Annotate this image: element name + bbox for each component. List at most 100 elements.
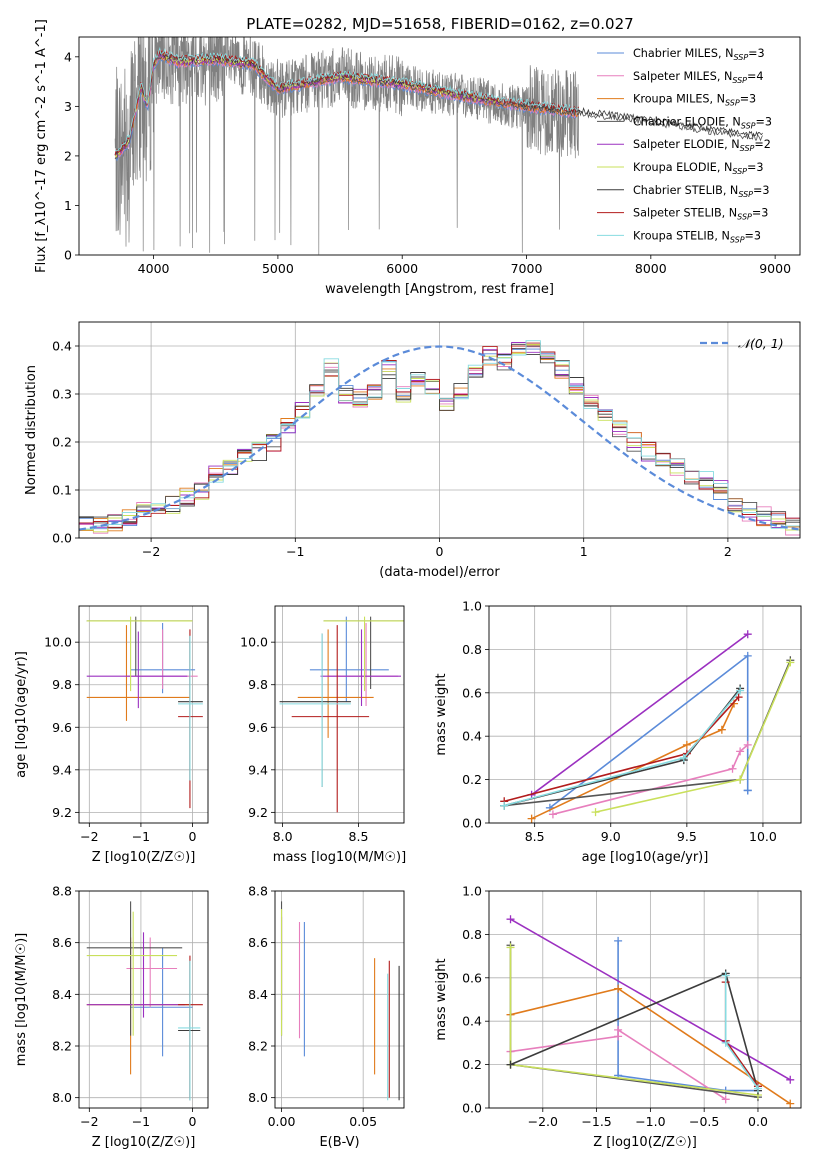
x-tick-label: 6000 <box>386 261 418 276</box>
age-vs-mass-panel: 8.0 8.5 9.2 9.4 9.6 9.8 10.0 mass [log10(M/M☉)] <box>240 605 406 865</box>
y-tick-label: 9.6 <box>248 720 268 735</box>
y-tick-label: 0.4 <box>52 339 72 354</box>
y-tick-label: 10.0 <box>240 635 268 650</box>
x-tick-label: −2.0 <box>528 1114 558 1129</box>
y-tick-label: 1 <box>64 198 72 213</box>
plot-area <box>79 340 800 538</box>
mass-weight-line-salpeter-elodie <box>531 633 749 796</box>
legend-label: Kroupa MILES, NSSP=3 <box>633 93 756 108</box>
y-tick-label: 8.2 <box>52 1039 72 1054</box>
mass-weight-marker <box>736 747 745 756</box>
mass-weight-vs-age-panel: 8.5 9.0 9.5 10.0 0.0 0.2 0.4 0.6 0.8 1.0 age [log1… <box>434 599 802 865</box>
x-tick-label: 5000 <box>262 261 294 276</box>
axes-frame <box>488 890 802 1109</box>
x-tick-label: −2 <box>142 544 160 559</box>
x-tick-label: 0 <box>189 829 197 844</box>
y-tick-label: 0.3 <box>52 387 72 402</box>
mass-weight-line-salpeter-elodie <box>510 918 791 1081</box>
axes-frame <box>78 890 209 1109</box>
mass-weight-marker <box>506 915 515 924</box>
x-tick-label: 8000 <box>635 261 667 276</box>
y-tick-label: 1.0 <box>462 884 482 899</box>
y-tick-label: 0.0 <box>52 531 72 546</box>
mass-weight-line-kroupa-elodie <box>595 662 792 813</box>
plot-area <box>506 915 795 1108</box>
mass-weight-marker <box>753 1084 762 1093</box>
mass-weight-marker <box>721 1038 730 1047</box>
mass-weight-line-chabrier-miles <box>617 940 758 1092</box>
mass-weight-marker <box>614 984 623 993</box>
y-tick-label: 0.0 <box>462 1101 482 1116</box>
x-tick-label: 0.0 <box>748 1114 768 1129</box>
mass-weight-marker <box>506 1060 515 1069</box>
y-axis-label: mass weight <box>434 958 449 1040</box>
mass-weight-marker <box>679 753 688 762</box>
x-tick-label: 0.05 <box>349 1114 377 1129</box>
y-tick-label: 0 <box>64 248 72 263</box>
y-tick-label: 8.4 <box>52 987 72 1002</box>
mass-weight-marker <box>786 658 795 667</box>
y-tick-label: 0.2 <box>462 772 482 787</box>
mass-weight-marker <box>682 740 691 749</box>
x-tick-label: −1.0 <box>635 1114 665 1129</box>
x-tick-label: −1 <box>132 1114 150 1129</box>
y-tick-label: 0.2 <box>462 1057 482 1072</box>
legend-label: Kroupa ELODIE, NSSP=3 <box>633 161 764 176</box>
legend-label: Chabrier MILES, NSSP=3 <box>633 47 765 62</box>
mass-weight-line-kroupa-miles <box>531 703 735 820</box>
x-tick-label: 2 <box>724 544 732 559</box>
legend-label: Chabrier ELODIE, NSSP=3 <box>633 115 772 130</box>
y-tick-label: 8.8 <box>52 884 72 899</box>
y-tick-label: 0.0 <box>462 816 482 831</box>
legend-label: Salpeter MILES, NSSP=4 <box>633 70 764 85</box>
mass-weight-marker <box>743 651 752 660</box>
axes-frame <box>274 605 405 824</box>
y-tick-label: 9.6 <box>52 720 72 735</box>
y-tick-label: 0.4 <box>462 729 482 744</box>
plot-area <box>279 616 404 813</box>
mass-weight-marker <box>527 814 536 823</box>
y-tick-label: 9.8 <box>52 677 72 692</box>
y-tick-label: 0.6 <box>462 970 482 985</box>
x-tick-label: 9000 <box>759 261 791 276</box>
y-tick-label: 10.0 <box>44 635 72 650</box>
axes-frame <box>274 890 405 1109</box>
spectrum-panel: 4000 5000 6000 7000 8000 9000 0 1 2 3 4 wavelength … <box>34 19 801 297</box>
y-tick-label: 8.8 <box>248 884 268 899</box>
x-tick-label: 8.0 <box>273 829 293 844</box>
spectrum-legend: Chabrier MILES, NSSP=3 Salpeter MILES, NS… <box>597 47 772 244</box>
legend-label: 𝒩(0, 1) <box>738 336 784 351</box>
x-tick-label: 8.5 <box>525 829 545 844</box>
y-tick-label: 9.2 <box>248 805 268 820</box>
y-tick-label: 0.6 <box>462 685 482 700</box>
mass-weight-marker <box>717 725 726 734</box>
y-tick-label: 3 <box>64 99 72 114</box>
axes-frame <box>78 36 801 256</box>
mass-weight-marker <box>721 971 730 980</box>
axes-frame <box>488 605 802 824</box>
legend-label: Salpeter STELIB, NSSP=3 <box>633 207 768 222</box>
y-tick-label: 0.4 <box>462 1014 482 1029</box>
y-axis-label: age [log10(age/yr)] <box>14 651 29 778</box>
x-tick-label: −1.5 <box>581 1114 611 1129</box>
normal-distribution-curve <box>79 345 800 531</box>
y-axis-label: mass [log10(M/M☉)] <box>14 933 29 1066</box>
plot-area <box>500 630 795 823</box>
x-tick-label: −1 <box>132 829 150 844</box>
x-tick-label: 4000 <box>138 261 170 276</box>
mass-weight-marker <box>743 740 752 749</box>
y-tick-label: 9.8 <box>248 677 268 692</box>
x-tick-label: 8.5 <box>349 829 369 844</box>
x-tick-label: −0.5 <box>689 1114 719 1129</box>
mass-weight-marker <box>743 630 752 639</box>
y-tick-label: 8.6 <box>248 935 268 950</box>
mass-weight-line-salpeter-miles <box>552 744 749 816</box>
plot-area <box>280 901 400 1101</box>
y-tick-label: 0.8 <box>462 927 482 942</box>
mass-weight-marker <box>734 693 743 702</box>
y-tick-label: 8.6 <box>52 935 72 950</box>
model-spectrum-kroupa-stelib <box>114 46 579 152</box>
y-tick-label: 0.8 <box>462 642 482 657</box>
y-axis-label: Flux [f_λ10^-17 erg cm^-2 s^-1 A^-1] <box>34 19 49 273</box>
